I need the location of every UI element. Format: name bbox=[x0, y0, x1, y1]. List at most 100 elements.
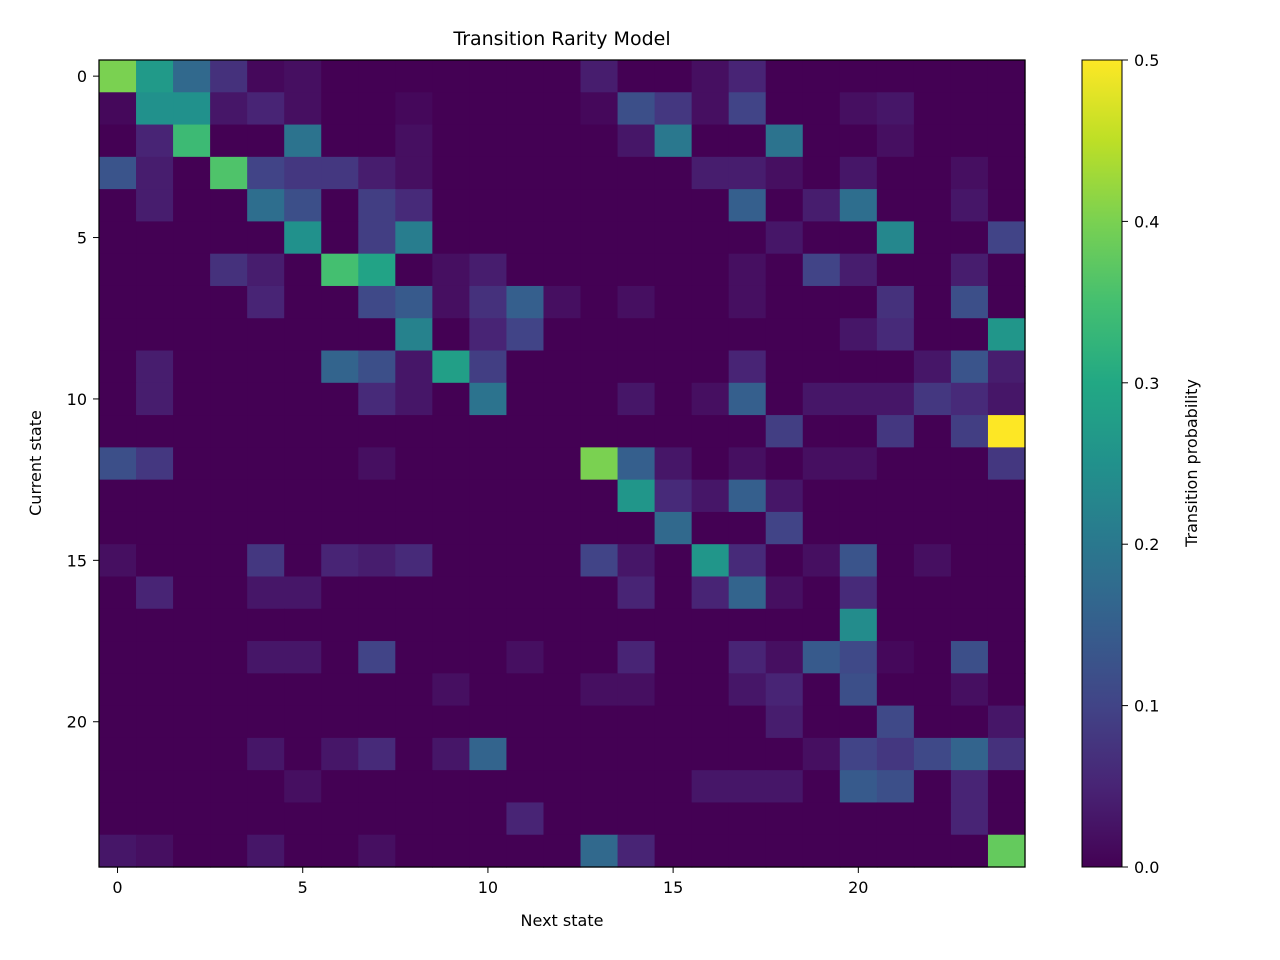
heatmap-cell-3-13 bbox=[580, 156, 619, 190]
heatmap-cell-21-1 bbox=[136, 737, 174, 771]
heatmap-cell-17-21 bbox=[876, 608, 915, 642]
heatmap-cell-1-13 bbox=[580, 92, 619, 126]
heatmap-cell-14-4 bbox=[247, 511, 285, 545]
heatmap-cell-15-18 bbox=[765, 544, 804, 578]
heatmap-cell-16-19 bbox=[802, 576, 841, 610]
heatmap-cell-19-19 bbox=[802, 673, 841, 707]
heatmap-cell-11-22 bbox=[913, 415, 952, 448]
heatmap-cell-0-3 bbox=[210, 60, 248, 93]
heatmap-cell-8-8 bbox=[395, 318, 433, 352]
heatmap-cell-6-18 bbox=[765, 253, 804, 287]
heatmap-cell-6-15 bbox=[654, 253, 693, 287]
heatmap-cell-9-5 bbox=[284, 350, 322, 384]
heatmap-cell-4-19 bbox=[802, 189, 841, 222]
colorbar-ticks: 0.0 0.1 0.2 0.3 0.4 0.5 bbox=[1122, 51, 1159, 877]
heatmap-cell-8-1 bbox=[136, 318, 174, 352]
heatmap-cell-16-5 bbox=[284, 576, 322, 610]
heatmap-cell-4-20 bbox=[839, 189, 878, 222]
heatmap-cell-2-5 bbox=[284, 124, 322, 158]
heatmap-cell-21-20 bbox=[839, 737, 878, 771]
heatmap-cell-20-2 bbox=[173, 705, 211, 739]
heatmap-cell-3-8 bbox=[395, 156, 433, 190]
heatmap-cell-18-21 bbox=[876, 641, 915, 674]
heatmap-cell-16-7 bbox=[358, 576, 396, 610]
heatmap-cell-12-3 bbox=[210, 447, 248, 481]
heatmap-cell-13-0 bbox=[99, 479, 137, 513]
heatmap-cell-13-19 bbox=[802, 479, 841, 513]
heatmap-cell-16-1 bbox=[136, 576, 174, 610]
heatmap-cell-12-2 bbox=[173, 447, 211, 481]
heatmap-cell-11-5 bbox=[284, 415, 322, 448]
heatmap-cell-3-0 bbox=[99, 156, 137, 190]
heatmap-cell-18-19 bbox=[802, 641, 841, 674]
heatmap-cell-6-16 bbox=[691, 253, 730, 287]
heatmap-cell-20-24 bbox=[987, 705, 1026, 739]
heatmap-cell-12-13 bbox=[580, 447, 619, 481]
heatmap-cell-4-0 bbox=[99, 189, 137, 222]
heatmap-cell-22-1 bbox=[136, 770, 174, 804]
heatmap-cell-18-23 bbox=[950, 641, 989, 674]
heatmap-cell-6-23 bbox=[950, 253, 989, 287]
heatmap-cell-15-21 bbox=[876, 544, 915, 578]
heatmap-cell-24-14 bbox=[617, 834, 656, 868]
heatmap-cell-16-0 bbox=[99, 576, 137, 610]
heatmap-cell-5-17 bbox=[728, 221, 767, 255]
heatmap-cell-4-13 bbox=[580, 189, 619, 222]
heatmap-cell-0-12 bbox=[543, 60, 582, 93]
heatmap-cell-0-6 bbox=[321, 60, 359, 93]
heatmap-cell-12-20 bbox=[839, 447, 878, 481]
heatmap-cell-8-12 bbox=[543, 318, 582, 352]
heatmap-cell-12-5 bbox=[284, 447, 322, 481]
heatmap-cell-4-16 bbox=[691, 189, 730, 222]
heatmap-cell-16-14 bbox=[617, 576, 656, 610]
heatmap-cell-13-7 bbox=[358, 479, 396, 513]
heatmap-cell-24-3 bbox=[210, 834, 248, 868]
heatmap-cell-11-15 bbox=[654, 415, 693, 448]
heatmap-cell-18-1 bbox=[136, 641, 174, 674]
colorbar-label: Transition probability bbox=[1182, 379, 1201, 548]
y-tick-label: 15 bbox=[67, 551, 87, 570]
heatmap-cell-10-10 bbox=[469, 382, 508, 416]
heatmap-cell-8-5 bbox=[284, 318, 322, 352]
heatmap-cell-2-10 bbox=[469, 124, 508, 158]
heatmap-cell-22-4 bbox=[247, 770, 285, 804]
heatmap-cell-16-16 bbox=[691, 576, 730, 610]
heatmap-cell-6-17 bbox=[728, 253, 767, 287]
heatmap-cell-24-4 bbox=[247, 834, 285, 868]
heatmap-cell-23-12 bbox=[543, 802, 582, 836]
heatmap-cell-7-5 bbox=[284, 285, 322, 319]
heatmap-cell-8-14 bbox=[617, 318, 656, 352]
heatmap-cell-10-0 bbox=[99, 382, 137, 416]
heatmap-cell-9-0 bbox=[99, 350, 137, 384]
heatmap-cell-2-19 bbox=[802, 124, 841, 158]
heatmap-cell-23-0 bbox=[99, 802, 137, 836]
heatmap-cell-9-19 bbox=[802, 350, 841, 384]
heatmap-cell-10-20 bbox=[839, 382, 878, 416]
heatmap-cell-14-16 bbox=[691, 511, 730, 545]
heatmap-cell-6-22 bbox=[913, 253, 952, 287]
heatmap-cell-20-20 bbox=[839, 705, 878, 739]
heatmap-cell-18-18 bbox=[765, 641, 804, 674]
heatmap-cell-24-23 bbox=[950, 834, 989, 868]
heatmap-cell-13-23 bbox=[950, 479, 989, 513]
heatmap-cell-5-1 bbox=[136, 221, 174, 255]
heatmap-cell-18-15 bbox=[654, 641, 693, 674]
heatmap-cell-6-21 bbox=[876, 253, 915, 287]
heatmap-cell-17-8 bbox=[395, 608, 433, 642]
heatmap-cell-3-16 bbox=[691, 156, 730, 190]
heatmap-cell-14-13 bbox=[580, 511, 619, 545]
heatmap-cell-18-0 bbox=[99, 641, 137, 674]
heatmap-cell-17-3 bbox=[210, 608, 248, 642]
heatmap-cell-13-4 bbox=[247, 479, 285, 513]
heatmap-cell-22-6 bbox=[321, 770, 359, 804]
heatmap-cell-18-13 bbox=[580, 641, 619, 674]
heatmap-cell-3-6 bbox=[321, 156, 359, 190]
heatmap-cell-1-17 bbox=[728, 92, 767, 126]
heatmap-cell-24-16 bbox=[691, 834, 730, 868]
heatmap-cell-0-2 bbox=[173, 60, 211, 93]
heatmap-cell-14-7 bbox=[358, 511, 396, 545]
heatmap-cell-22-23 bbox=[950, 770, 989, 804]
heatmap-cell-2-17 bbox=[728, 124, 767, 158]
heatmap-cell-21-9 bbox=[432, 737, 470, 771]
heatmap-cell-3-21 bbox=[876, 156, 915, 190]
